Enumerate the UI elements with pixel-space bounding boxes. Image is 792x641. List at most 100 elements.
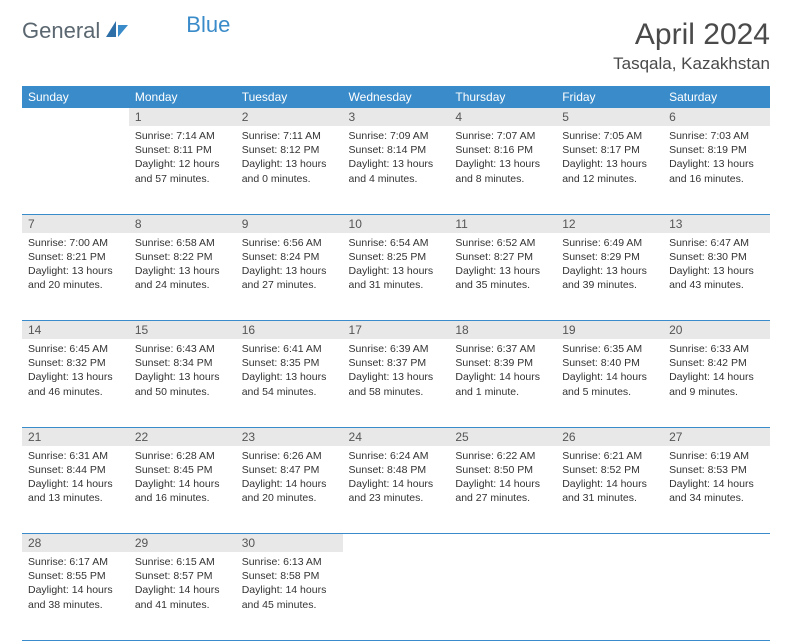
daylight-line: Daylight: 14 hours and 5 minutes.	[562, 370, 657, 398]
day-number: 23	[242, 430, 255, 444]
page-header: General Blue April 2024 Tasqala, Kazakhs…	[22, 18, 770, 74]
day-number: 15	[135, 323, 148, 337]
day-cell: Sunrise: 6:49 AMSunset: 8:29 PMDaylight:…	[556, 233, 663, 321]
daynum-row: 123456	[22, 108, 770, 126]
day-details: Sunrise: 6:26 AMSunset: 8:47 PMDaylight:…	[236, 446, 343, 509]
day-details: Sunrise: 6:47 AMSunset: 8:30 PMDaylight:…	[663, 233, 770, 296]
day-details: Sunrise: 6:37 AMSunset: 8:39 PMDaylight:…	[449, 339, 556, 402]
day-cell: Sunrise: 6:37 AMSunset: 8:39 PMDaylight:…	[449, 339, 556, 427]
day-number: 28	[28, 536, 41, 550]
day-cell: Sunrise: 6:56 AMSunset: 8:24 PMDaylight:…	[236, 233, 343, 321]
day-number: 6	[669, 110, 676, 124]
day-details: Sunrise: 7:11 AMSunset: 8:12 PMDaylight:…	[236, 126, 343, 189]
daylight-line: Daylight: 12 hours and 57 minutes.	[135, 157, 230, 185]
day-cell: Sunrise: 6:35 AMSunset: 8:40 PMDaylight:…	[556, 339, 663, 427]
daylight-line: Daylight: 14 hours and 38 minutes.	[28, 583, 123, 611]
sunset-line: Sunset: 8:39 PM	[455, 356, 550, 370]
day-number: 8	[135, 217, 142, 231]
day-details: Sunrise: 6:39 AMSunset: 8:37 PMDaylight:…	[343, 339, 450, 402]
daylight-line: Daylight: 13 hours and 8 minutes.	[455, 157, 550, 185]
day-cell: Sunrise: 6:54 AMSunset: 8:25 PMDaylight:…	[343, 233, 450, 321]
sunset-line: Sunset: 8:24 PM	[242, 250, 337, 264]
day-cell: Sunrise: 6:39 AMSunset: 8:37 PMDaylight:…	[343, 339, 450, 427]
weekday-header-row: Sunday Monday Tuesday Wednesday Thursday…	[22, 86, 770, 108]
day-details: Sunrise: 6:35 AMSunset: 8:40 PMDaylight:…	[556, 339, 663, 402]
daylight-line: Daylight: 13 hours and 24 minutes.	[135, 264, 230, 292]
sunrise-line: Sunrise: 6:13 AM	[242, 555, 337, 569]
location: Tasqala, Kazakhstan	[613, 54, 770, 74]
day-number: 18	[455, 323, 468, 337]
col-sunday: Sunday	[22, 86, 129, 108]
day-number-cell: 21	[22, 427, 129, 446]
day-details: Sunrise: 6:24 AMSunset: 8:48 PMDaylight:…	[343, 446, 450, 509]
sunset-line: Sunset: 8:57 PM	[135, 569, 230, 583]
day-number: 26	[562, 430, 575, 444]
sunrise-line: Sunrise: 7:00 AM	[28, 236, 123, 250]
day-number-cell: 9	[236, 214, 343, 233]
day-number: 14	[28, 323, 41, 337]
day-details: Sunrise: 6:21 AMSunset: 8:52 PMDaylight:…	[556, 446, 663, 509]
daylight-line: Daylight: 13 hours and 43 minutes.	[669, 264, 764, 292]
daylight-line: Daylight: 14 hours and 16 minutes.	[135, 477, 230, 505]
daylight-line: Daylight: 13 hours and 54 minutes.	[242, 370, 337, 398]
day-number: 24	[349, 430, 362, 444]
day-number: 5	[562, 110, 569, 124]
sunset-line: Sunset: 8:12 PM	[242, 143, 337, 157]
sunrise-line: Sunrise: 6:17 AM	[28, 555, 123, 569]
calendar-table: Sunday Monday Tuesday Wednesday Thursday…	[22, 86, 770, 641]
day-number-cell	[556, 534, 663, 553]
day-details: Sunrise: 6:45 AMSunset: 8:32 PMDaylight:…	[22, 339, 129, 402]
sunset-line: Sunset: 8:16 PM	[455, 143, 550, 157]
sunrise-line: Sunrise: 7:09 AM	[349, 129, 444, 143]
day-number-cell	[663, 534, 770, 553]
daylight-line: Daylight: 13 hours and 12 minutes.	[562, 157, 657, 185]
day-cell: Sunrise: 6:31 AMSunset: 8:44 PMDaylight:…	[22, 446, 129, 534]
day-details: Sunrise: 6:22 AMSunset: 8:50 PMDaylight:…	[449, 446, 556, 509]
sunrise-line: Sunrise: 6:24 AM	[349, 449, 444, 463]
day-number-cell: 1	[129, 108, 236, 126]
day-cell: Sunrise: 7:00 AMSunset: 8:21 PMDaylight:…	[22, 233, 129, 321]
day-cell: Sunrise: 6:43 AMSunset: 8:34 PMDaylight:…	[129, 339, 236, 427]
day-details: Sunrise: 6:49 AMSunset: 8:29 PMDaylight:…	[556, 233, 663, 296]
day-number-cell: 3	[343, 108, 450, 126]
sunrise-line: Sunrise: 6:31 AM	[28, 449, 123, 463]
daylight-line: Daylight: 13 hours and 20 minutes.	[28, 264, 123, 292]
day-number-cell: 29	[129, 534, 236, 553]
day-number-cell: 28	[22, 534, 129, 553]
day-number-cell: 22	[129, 427, 236, 446]
day-number: 29	[135, 536, 148, 550]
day-cell: Sunrise: 6:15 AMSunset: 8:57 PMDaylight:…	[129, 552, 236, 640]
daylight-line: Daylight: 13 hours and 4 minutes.	[349, 157, 444, 185]
sunset-line: Sunset: 8:52 PM	[562, 463, 657, 477]
col-tuesday: Tuesday	[236, 86, 343, 108]
day-number-cell: 13	[663, 214, 770, 233]
day-details: Sunrise: 6:15 AMSunset: 8:57 PMDaylight:…	[129, 552, 236, 615]
day-details: Sunrise: 7:05 AMSunset: 8:17 PMDaylight:…	[556, 126, 663, 189]
day-number: 16	[242, 323, 255, 337]
sunset-line: Sunset: 8:58 PM	[242, 569, 337, 583]
sunrise-line: Sunrise: 6:49 AM	[562, 236, 657, 250]
day-number-cell: 26	[556, 427, 663, 446]
daylight-line: Daylight: 14 hours and 31 minutes.	[562, 477, 657, 505]
day-cell: Sunrise: 6:21 AMSunset: 8:52 PMDaylight:…	[556, 446, 663, 534]
day-details: Sunrise: 6:13 AMSunset: 8:58 PMDaylight:…	[236, 552, 343, 615]
daynum-row: 21222324252627	[22, 427, 770, 446]
daylight-line: Daylight: 14 hours and 45 minutes.	[242, 583, 337, 611]
day-cell: Sunrise: 7:11 AMSunset: 8:12 PMDaylight:…	[236, 126, 343, 214]
sunrise-line: Sunrise: 7:05 AM	[562, 129, 657, 143]
sunset-line: Sunset: 8:14 PM	[349, 143, 444, 157]
week-row: Sunrise: 7:14 AMSunset: 8:11 PMDaylight:…	[22, 126, 770, 214]
day-number: 20	[669, 323, 682, 337]
day-number: 22	[135, 430, 148, 444]
sunset-line: Sunset: 8:17 PM	[562, 143, 657, 157]
day-number-cell: 20	[663, 321, 770, 340]
day-number-cell: 5	[556, 108, 663, 126]
daylight-line: Daylight: 14 hours and 13 minutes.	[28, 477, 123, 505]
sunset-line: Sunset: 8:45 PM	[135, 463, 230, 477]
day-details: Sunrise: 6:19 AMSunset: 8:53 PMDaylight:…	[663, 446, 770, 509]
sunset-line: Sunset: 8:32 PM	[28, 356, 123, 370]
day-number: 3	[349, 110, 356, 124]
sunrise-line: Sunrise: 6:28 AM	[135, 449, 230, 463]
daylight-line: Daylight: 13 hours and 50 minutes.	[135, 370, 230, 398]
day-details: Sunrise: 6:28 AMSunset: 8:45 PMDaylight:…	[129, 446, 236, 509]
